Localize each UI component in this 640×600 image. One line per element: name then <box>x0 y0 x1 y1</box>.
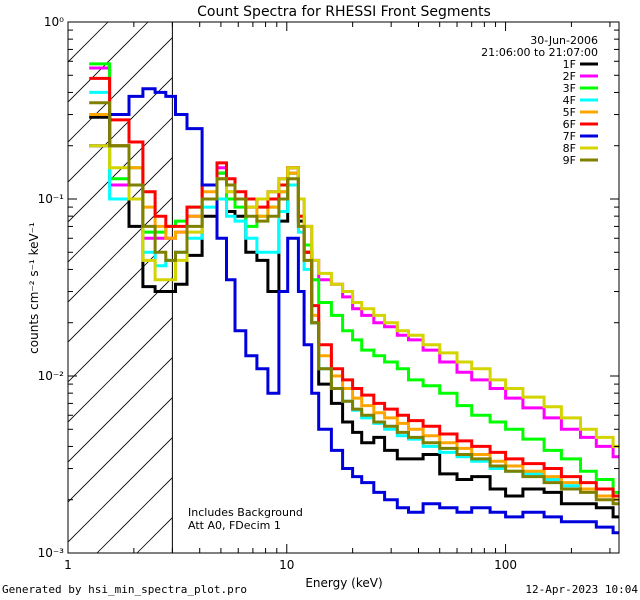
series-line-7f <box>89 87 619 535</box>
series-line-5f <box>89 113 619 502</box>
annotation-attenuator: Att A0, FDecim 1 <box>188 519 281 532</box>
hatch-line <box>577 22 640 553</box>
x-axis-ticks: 1 10 100 <box>64 22 611 572</box>
legend-label-6f: 6F <box>563 118 576 131</box>
hatch-line <box>68 357 173 463</box>
legend-label-3f: 3F <box>563 82 576 95</box>
footer-generated-by: Generated by hsi_min_spectra_plot.pro <box>2 583 248 596</box>
series-line-9f <box>89 101 619 506</box>
y-tick-label: 10⁻¹ <box>38 192 65 206</box>
hatch-line <box>68 22 149 103</box>
legend-label-7f: 7F <box>563 130 576 143</box>
x-tick-label: 10 <box>279 558 294 572</box>
footer-timestamp: 12-Apr-2023 10:04 <box>525 583 638 596</box>
background-hatch-region <box>68 22 640 553</box>
plot-frame <box>67 21 620 554</box>
series-line-1f <box>89 115 619 519</box>
date-label: 30-Jun-2006 <box>530 34 598 47</box>
annotation-background: Includes Background <box>188 506 303 519</box>
hatch-line <box>68 237 173 343</box>
hatch-line <box>337 22 640 553</box>
hatch-line <box>457 22 640 553</box>
legend-label-8f: 8F <box>563 142 576 155</box>
legend-label-5f: 5F <box>563 106 576 119</box>
y-tick-label: 10⁻³ <box>38 546 65 560</box>
chart-title: Count Spectra for RHESSI Front Segments <box>197 4 491 20</box>
legend-label-9f: 9F <box>563 154 576 167</box>
hatch-line <box>68 277 173 383</box>
hatch-line <box>377 22 640 553</box>
y-tick-label: 10⁰ <box>44 15 64 29</box>
hatch-line <box>68 37 173 143</box>
hatch-line <box>68 197 173 303</box>
hatch-line <box>217 22 640 553</box>
hatch-line <box>68 77 173 183</box>
y-tick-label: 10⁻² <box>38 369 65 383</box>
time-range-label: 21:06:00 to 21:07:00 <box>481 46 598 59</box>
series-line-3f <box>89 62 619 494</box>
legend-label-1f: 1F <box>563 58 576 71</box>
series-layer <box>89 62 619 535</box>
series-line-6f <box>89 76 619 498</box>
y-axis-label: counts cm⁻² s⁻¹ keV⁻¹ <box>27 222 41 354</box>
x-tick-label: 1 <box>64 558 72 572</box>
x-tick-label: 100 <box>494 558 517 572</box>
hatch-line <box>297 22 640 553</box>
legend-label-2f: 2F <box>563 70 576 83</box>
x-axis-label: Energy (keV) <box>305 576 382 590</box>
hatch-line <box>68 437 173 543</box>
hatch-line <box>68 397 173 503</box>
legend-label-4f: 4F <box>563 94 576 107</box>
hatch-line <box>617 22 640 553</box>
hatch-line <box>537 22 640 553</box>
series-line-8f <box>89 144 619 448</box>
y-axis-ticks: 10⁰ 10⁻¹ 10⁻² 10⁻³ <box>38 15 619 560</box>
